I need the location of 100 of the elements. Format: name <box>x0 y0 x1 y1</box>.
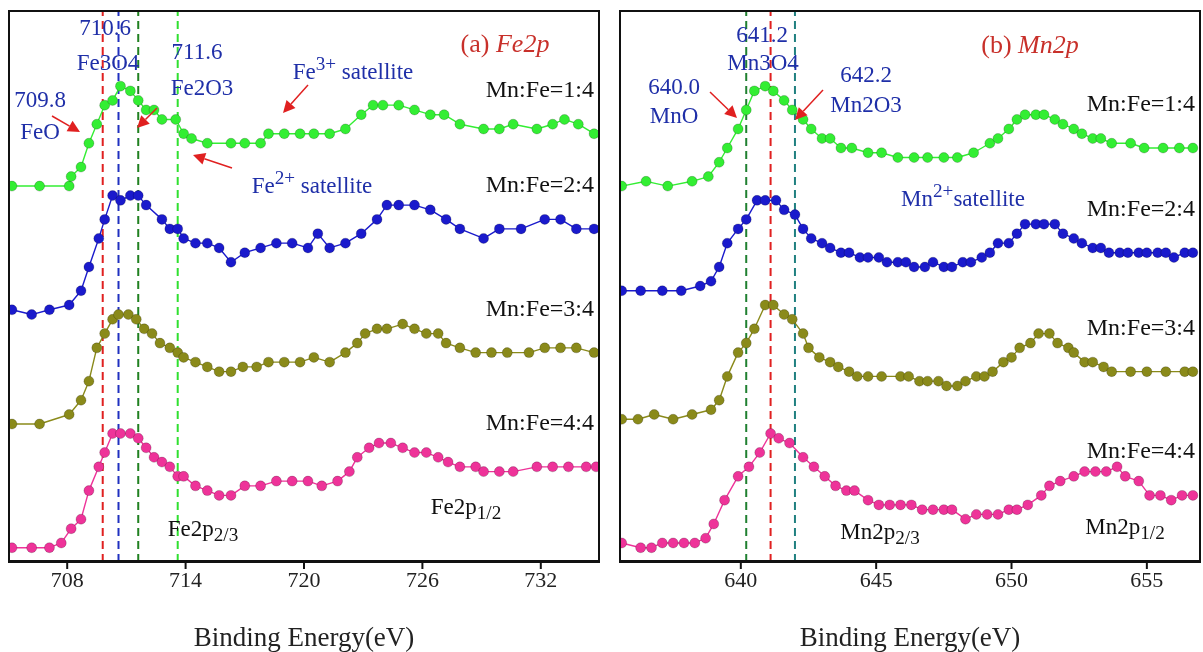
series-label: Mn:Fe=2:4 <box>1086 193 1195 222</box>
point <box>1187 366 1199 377</box>
point <box>571 223 582 235</box>
point <box>768 85 779 97</box>
point <box>1125 366 1136 377</box>
point <box>440 214 452 225</box>
point <box>115 428 126 439</box>
point <box>1106 137 1117 149</box>
point <box>555 214 566 225</box>
point <box>83 375 95 387</box>
point <box>130 314 142 325</box>
point <box>635 285 646 297</box>
point <box>255 242 266 254</box>
point <box>115 80 126 92</box>
series-label: Mn:Fe=4:4 <box>1086 436 1195 465</box>
point <box>732 347 744 358</box>
point <box>824 356 836 368</box>
point <box>421 328 432 339</box>
annotation: Fe2p$_{2/3}$ <box>167 515 239 548</box>
point <box>559 114 570 125</box>
point <box>686 409 698 420</box>
point <box>156 114 168 125</box>
point <box>667 413 679 425</box>
point <box>862 252 874 263</box>
point <box>808 461 820 473</box>
point <box>705 275 717 287</box>
point <box>927 256 939 268</box>
point <box>881 256 893 268</box>
point <box>1003 237 1015 249</box>
point <box>1068 347 1080 358</box>
point <box>213 490 225 501</box>
series-label: Mn:Fe=4:4 <box>485 407 594 436</box>
point <box>1122 247 1134 258</box>
point <box>83 137 95 149</box>
annotation: 640.0 <box>648 74 700 100</box>
point <box>667 537 679 549</box>
annotation: Mn2p$_{2/3}$ <box>840 518 920 551</box>
point <box>1087 356 1099 368</box>
text: 711.6 <box>171 39 223 65</box>
x-tick-label: 726 <box>405 566 439 592</box>
point <box>797 452 809 463</box>
point <box>873 252 885 263</box>
chart-title: (b) Mn2p <box>981 30 1079 60</box>
point <box>1168 252 1180 263</box>
point <box>83 261 95 273</box>
point <box>960 375 971 387</box>
point <box>294 356 306 368</box>
series-label: Mn:Fe=3:4 <box>1086 312 1195 341</box>
point <box>531 461 543 473</box>
point <box>803 342 814 354</box>
point <box>740 337 752 349</box>
point <box>156 456 168 468</box>
point <box>178 352 189 363</box>
point <box>884 499 895 511</box>
point <box>432 328 444 339</box>
point <box>759 80 771 92</box>
point <box>340 123 351 135</box>
point <box>255 480 266 492</box>
point <box>824 242 836 254</box>
point <box>409 447 420 458</box>
point <box>278 128 290 140</box>
point <box>946 504 958 515</box>
point <box>26 542 37 554</box>
point <box>178 471 189 482</box>
point <box>773 432 785 444</box>
point <box>832 361 844 373</box>
point <box>1187 490 1199 501</box>
point <box>1076 237 1088 249</box>
point <box>1038 218 1050 230</box>
point <box>225 137 237 149</box>
point <box>190 237 201 249</box>
point <box>324 242 335 254</box>
point <box>919 261 931 273</box>
point <box>432 452 444 463</box>
point <box>1095 133 1107 144</box>
point <box>1155 490 1166 501</box>
point <box>778 204 790 216</box>
point <box>732 471 744 482</box>
point <box>523 347 535 358</box>
point <box>1119 471 1131 482</box>
point <box>547 118 558 130</box>
annotation: 642.2 <box>840 62 892 88</box>
point <box>132 190 144 201</box>
x-tick-label: 714 <box>169 566 203 592</box>
point <box>721 237 733 249</box>
point <box>93 233 105 244</box>
point <box>213 366 225 377</box>
point <box>377 99 389 111</box>
point <box>154 337 166 349</box>
point <box>906 499 917 511</box>
point <box>125 428 136 439</box>
point <box>409 199 420 211</box>
point <box>1160 366 1172 377</box>
point <box>1111 461 1123 473</box>
point <box>34 180 45 192</box>
point <box>662 180 674 192</box>
point <box>984 137 996 149</box>
point <box>708 518 720 530</box>
x-tick-label: 650 <box>995 566 1029 592</box>
point <box>340 237 351 249</box>
